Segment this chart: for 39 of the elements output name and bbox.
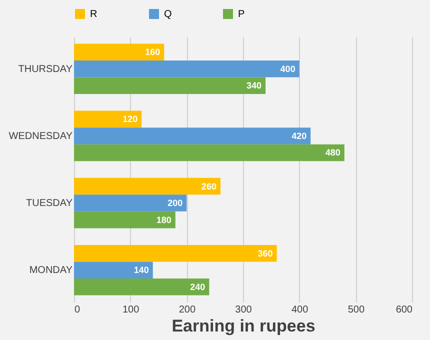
y-tick-label: TUESDAY <box>26 198 73 210</box>
bar <box>74 194 187 212</box>
data-label: 360 <box>258 248 273 258</box>
data-label: 340 <box>246 80 262 91</box>
x-tick-label: 500 <box>348 304 365 316</box>
y-tick-label: MONDAY <box>29 265 73 276</box>
x-tick-label: 200 <box>178 304 196 316</box>
legend-label: P <box>238 9 245 20</box>
bar <box>74 178 220 195</box>
data-label: 180 <box>156 214 172 225</box>
data-label: 120 <box>122 114 138 124</box>
y-tick-label: WEDNESDAY <box>8 130 73 142</box>
data-label: 480 <box>325 148 340 158</box>
y-tick-label: THURSDAY <box>18 64 73 75</box>
bar <box>74 278 210 296</box>
bar <box>74 144 344 162</box>
x-tick-label: 300 <box>235 304 252 316</box>
data-label: 140 <box>134 265 149 276</box>
x-tick-label: 600 <box>396 304 413 316</box>
x-tick-label: 0 <box>74 304 80 316</box>
data-label: 240 <box>190 282 206 292</box>
data-label: 160 <box>145 47 160 58</box>
bar <box>74 60 300 78</box>
bar <box>74 110 142 128</box>
bar <box>74 244 277 262</box>
data-label: 420 <box>292 130 307 141</box>
data-label: 260 <box>201 181 216 192</box>
bar <box>74 77 266 94</box>
bar <box>74 44 164 60</box>
bar <box>74 262 153 279</box>
x-axis-title: Earning in rupees <box>172 316 316 336</box>
data-label: 400 <box>280 64 296 74</box>
x-tick-label: 100 <box>122 304 140 316</box>
data-label: 200 <box>168 198 183 208</box>
bar <box>74 128 311 144</box>
bar <box>74 211 176 228</box>
x-tick-label: 400 <box>291 304 309 316</box>
legend-label: R <box>90 9 98 20</box>
legend-label: Q <box>164 9 172 20</box>
